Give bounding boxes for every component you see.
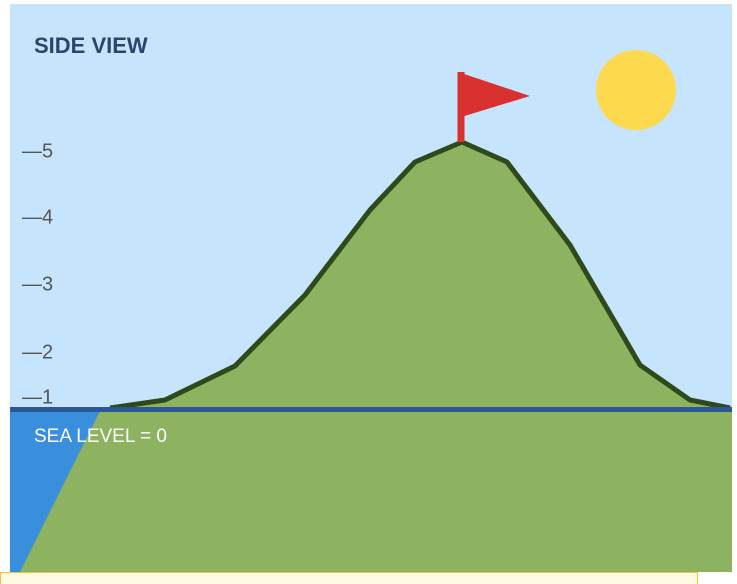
info-box — [1, 573, 698, 584]
scale-label: —4 — [22, 206, 53, 228]
page: SIDE VIEW SEA LEVEL = 0 —5—4—3—2—1 (() =… — [0, 0, 737, 584]
scale-label: —1 — [22, 386, 53, 408]
scale-label: —3 — [22, 273, 53, 295]
scale-label: —2 — [22, 341, 53, 363]
sun — [596, 50, 676, 130]
sea-level-label: SEA LEVEL = 0 — [34, 426, 167, 447]
scale-label: —5 — [22, 140, 53, 162]
title: SIDE VIEW — [34, 33, 148, 58]
side-view-diagram: SIDE VIEW SEA LEVEL = 0 —5 —4 —3 —2 —1 — [0, 0, 737, 584]
